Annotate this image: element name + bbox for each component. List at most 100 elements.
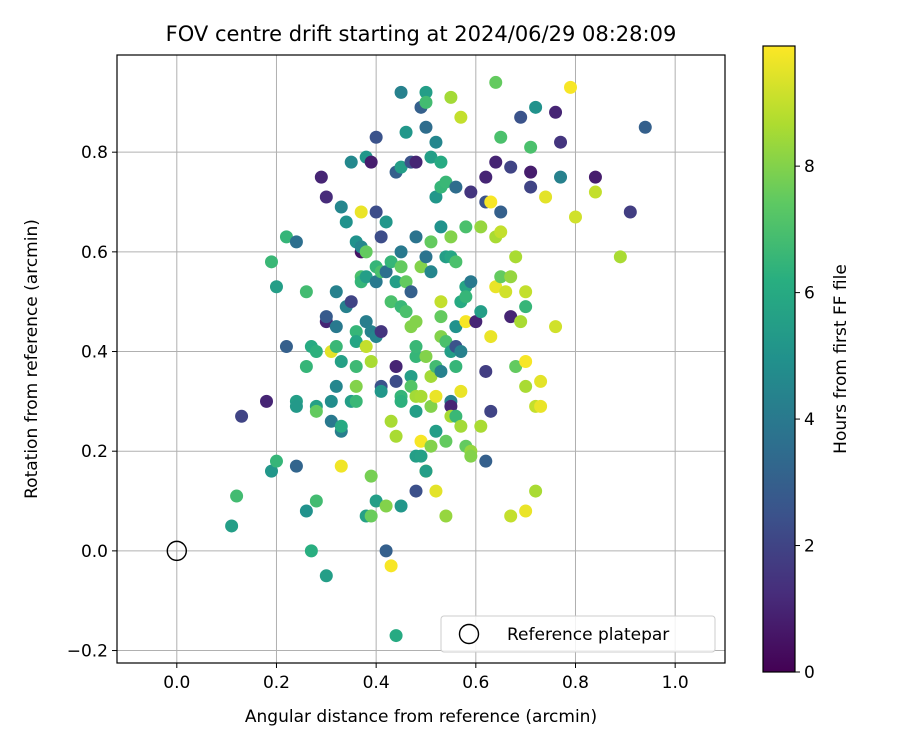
data-point — [359, 315, 373, 329]
data-point — [339, 215, 353, 229]
y-tick-label: 0.2 — [81, 442, 108, 462]
x-tick-label: 1.0 — [662, 673, 689, 693]
data-point — [549, 320, 563, 334]
data-point — [434, 295, 448, 309]
data-point — [474, 305, 488, 319]
data-point — [588, 170, 602, 184]
data-point — [394, 85, 408, 99]
x-tick-label: 0.6 — [462, 673, 489, 693]
data-point — [439, 335, 453, 349]
data-point — [509, 359, 523, 373]
data-point — [299, 504, 313, 518]
data-point — [439, 434, 453, 448]
data-point — [324, 394, 338, 408]
data-point — [484, 330, 498, 344]
data-point — [529, 100, 543, 114]
data-point — [349, 325, 363, 339]
data-point — [454, 419, 468, 433]
data-point — [469, 315, 483, 329]
data-point — [424, 399, 438, 413]
data-point — [474, 419, 488, 433]
data-point — [444, 230, 458, 244]
x-tick-label: 0.4 — [363, 673, 390, 693]
data-point — [449, 255, 463, 269]
data-point — [319, 569, 333, 583]
plot-frame — [116, 54, 726, 664]
colorbar-tick-label: 4 — [804, 410, 815, 430]
legend-box — [440, 615, 716, 653]
data-point — [474, 220, 488, 234]
data-point — [409, 484, 423, 498]
data-point — [309, 345, 323, 359]
legend: Reference platepar — [440, 615, 716, 653]
data-point — [434, 155, 448, 169]
x-tick-label: 0.8 — [562, 673, 589, 693]
data-point — [329, 379, 343, 393]
data-point — [394, 499, 408, 513]
data-point — [389, 629, 403, 643]
data-point — [489, 280, 503, 294]
data-point — [334, 459, 348, 473]
data-point — [444, 399, 458, 413]
data-point — [399, 275, 413, 289]
data-point — [494, 225, 508, 239]
data-point — [374, 230, 388, 244]
data-point — [230, 489, 244, 503]
data-point — [449, 180, 463, 194]
data-point — [414, 449, 428, 463]
data-point — [434, 364, 448, 378]
data-point — [369, 205, 383, 219]
data-point — [434, 310, 448, 324]
data-point — [369, 494, 383, 508]
data-point — [454, 384, 468, 398]
data-point — [404, 369, 418, 383]
data-point — [379, 215, 393, 229]
data-point — [434, 220, 448, 234]
data-point — [364, 155, 378, 169]
data-point — [524, 165, 538, 179]
data-point — [424, 439, 438, 453]
y-tick-label: 0.4 — [81, 343, 108, 363]
data-point — [419, 120, 433, 134]
data-point — [399, 125, 413, 139]
data-point — [479, 364, 493, 378]
y-tick-label: 0.6 — [81, 243, 108, 263]
data-point — [409, 350, 423, 364]
colorbar-tick-label: 8 — [804, 157, 815, 177]
data-point — [459, 315, 473, 329]
data-point — [519, 379, 533, 393]
data-point — [349, 359, 363, 373]
data-point — [409, 404, 423, 418]
data-point — [404, 285, 418, 299]
data-point — [454, 345, 468, 359]
data-point — [419, 350, 433, 364]
colorbar-tick-label: 0 — [804, 663, 815, 683]
data-point — [514, 110, 528, 124]
data-point — [384, 295, 398, 309]
data-point — [279, 230, 293, 244]
data-point — [409, 340, 423, 354]
data-point — [449, 359, 463, 373]
data-point — [489, 155, 503, 169]
data-point — [519, 285, 533, 299]
data-point — [349, 379, 363, 393]
data-point — [379, 265, 393, 279]
data-point — [299, 285, 313, 299]
data-point — [319, 310, 333, 324]
data-point — [379, 499, 393, 513]
data-point — [429, 190, 443, 204]
data-point — [424, 369, 438, 383]
data-point — [494, 270, 508, 284]
data-point — [329, 285, 343, 299]
data-point — [539, 190, 553, 204]
data-point — [484, 404, 498, 418]
data-point — [399, 305, 413, 319]
data-point — [519, 354, 533, 368]
data-point — [319, 190, 333, 204]
data-point — [509, 250, 523, 264]
data-point — [369, 275, 383, 289]
data-point — [524, 140, 538, 154]
data-point — [364, 509, 378, 523]
data-point — [324, 414, 338, 428]
data-point — [494, 130, 508, 144]
